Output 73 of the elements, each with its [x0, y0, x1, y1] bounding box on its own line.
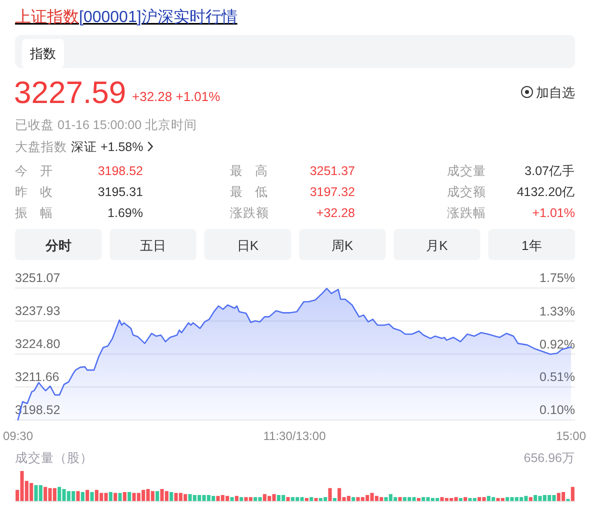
bar	[80, 492, 84, 501]
text: 分时	[44, 238, 72, 253]
bar	[570, 486, 574, 501]
bar	[122, 492, 126, 501]
text: 3197.32	[310, 185, 356, 199]
text: 涨跌幅	[447, 206, 486, 220]
text: 4132.20亿	[516, 185, 575, 199]
y-tick-label: 3237.93	[15, 304, 60, 318]
bar	[458, 498, 462, 501]
text: 今开	[15, 164, 53, 178]
text: 最低	[230, 185, 268, 199]
bar	[304, 498, 308, 501]
x-tick-label: 11:30/13:00	[263, 429, 326, 443]
text: 指数	[29, 46, 56, 61]
text: 五日	[140, 238, 166, 253]
bar	[314, 498, 318, 501]
bar	[76, 491, 80, 501]
bar	[234, 496, 238, 501]
text: 3195.31	[98, 185, 144, 199]
text: 周K	[331, 238, 354, 253]
text: +32.28	[316, 206, 356, 220]
text: 成交量	[447, 163, 486, 178]
y2-tick-label: 1.33%	[540, 304, 575, 319]
bar	[118, 492, 122, 501]
text: 3251.37	[310, 164, 356, 178]
y-tick-label: 3211.66	[15, 370, 60, 384]
bar	[464, 497, 468, 501]
text: 3227.59	[14, 75, 126, 110]
y-tick-label: 3224.80	[15, 336, 60, 351]
bar	[108, 492, 112, 501]
text: 1.69%	[108, 206, 143, 220]
bar	[90, 492, 94, 501]
text: 月K	[426, 238, 448, 253]
text: 大盘指数	[15, 140, 67, 154]
text: 涨跌额	[230, 206, 269, 220]
bar	[332, 498, 336, 501]
text: 成交额	[447, 184, 486, 199]
text: 深证 +1.58%	[71, 140, 144, 154]
text: +32.28 +1.01%	[132, 89, 221, 104]
bar	[230, 497, 234, 501]
text: 3198.52	[98, 164, 144, 178]
bar	[286, 497, 290, 501]
y2-tick-label: 0.51%	[540, 370, 575, 384]
text: 振幅	[15, 206, 53, 220]
y-axis-title: 成交量（股）	[15, 450, 93, 465]
bar	[128, 492, 132, 501]
bar	[352, 497, 356, 501]
bar	[528, 497, 532, 501]
text: 最高	[230, 163, 268, 178]
bar	[170, 492, 174, 501]
text: +1.01%	[532, 206, 575, 220]
bar	[416, 498, 420, 501]
bar	[328, 488, 332, 501]
text: 3.07亿手	[524, 164, 575, 178]
bar	[156, 491, 160, 501]
y2-tick-label: 0.10%	[540, 403, 575, 417]
x-tick-label: 15:00	[556, 429, 586, 443]
bar	[310, 497, 314, 501]
text: 1年	[522, 238, 542, 253]
y2-tick-label: 0.92%	[540, 337, 575, 352]
text: 加自选	[536, 85, 575, 100]
bar	[114, 492, 118, 501]
text: 已收盘 01-16 15:00:00 北京时间	[15, 118, 198, 132]
text: 上证指数[000001]沪深实时行情	[15, 8, 238, 26]
text: 昨收	[15, 185, 53, 199]
y2-tick-label: 1.75%	[540, 271, 575, 285]
bar	[240, 497, 244, 501]
text: 656.96万	[524, 451, 575, 465]
text: 日K	[236, 238, 259, 253]
x-tick-label: 09:30	[2, 429, 34, 443]
y-tick-label: 3251.07	[15, 271, 60, 285]
bar	[86, 490, 90, 501]
bar	[398, 497, 402, 501]
